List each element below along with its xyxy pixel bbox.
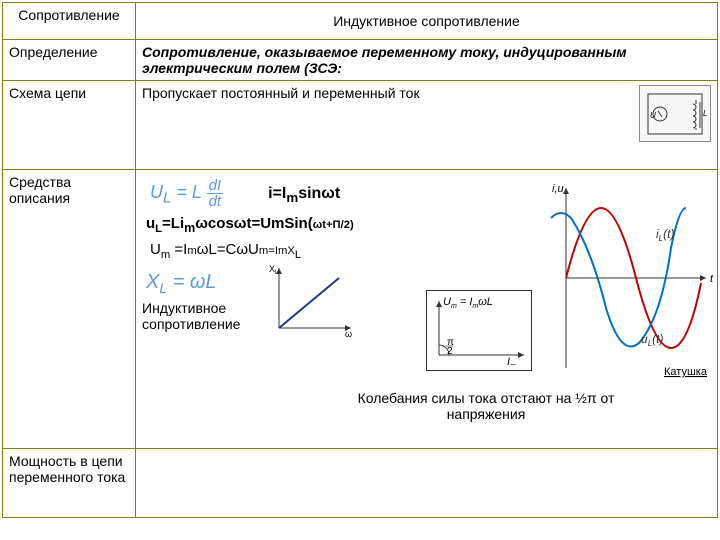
svg-text:Um = ImωL: Um = ImωL bbox=[443, 296, 493, 310]
row1-label: Сопротивление bbox=[3, 3, 136, 40]
svg-text:ω: ω bbox=[345, 329, 352, 338]
row3-label: Схема цепи bbox=[3, 81, 136, 170]
row5-value bbox=[136, 449, 718, 518]
inductive-label: Индуктивное сопротивление bbox=[142, 300, 257, 332]
row4-value: UL = L dI dt i=Imsinωt uL=Limωcosωt=UmSi… bbox=[136, 170, 718, 449]
svg-text:Im: Im bbox=[507, 356, 516, 365]
row2-value: Сопротивление, оказываемое переменному т… bbox=[136, 40, 718, 81]
svg-text:i,u: i,u bbox=[552, 183, 564, 195]
svg-text:U: U bbox=[650, 111, 656, 120]
svg-text:t: t bbox=[710, 273, 714, 285]
svg-text:2: 2 bbox=[447, 346, 453, 357]
phase-diagram: π 2 Um = ImωL Im bbox=[426, 290, 532, 371]
svg-text:uL(t): uL(t) bbox=[641, 332, 663, 348]
formula-i: i=Imsinωt bbox=[268, 185, 340, 202]
row2-label: Определение bbox=[3, 40, 136, 81]
row4-label: Средства описания bbox=[3, 170, 136, 449]
row1-value: Индуктивное сопротивление bbox=[136, 3, 718, 40]
sine-graph: i,u t iL(t) uL(t) Катушка bbox=[546, 178, 720, 381]
row3-value: Пропускает постоянный и переменный ток U… bbox=[136, 81, 718, 170]
oscillation-text: Колебания силы тока отстают на ½π от нап… bbox=[346, 390, 626, 422]
circuit-diagram: U L bbox=[639, 85, 711, 142]
formula-ul-didt: UL = L dI dt bbox=[150, 182, 228, 202]
row5-label: Мощность в цепи переменного тока bbox=[3, 449, 136, 518]
svg-text:Катушка: Катушка bbox=[664, 366, 708, 378]
svg-text:L: L bbox=[703, 109, 707, 118]
xl-omega-graph: ω XL bbox=[261, 260, 356, 338]
svg-text:XL: XL bbox=[269, 264, 279, 276]
svg-text:iL(t): iL(t) bbox=[656, 227, 674, 243]
